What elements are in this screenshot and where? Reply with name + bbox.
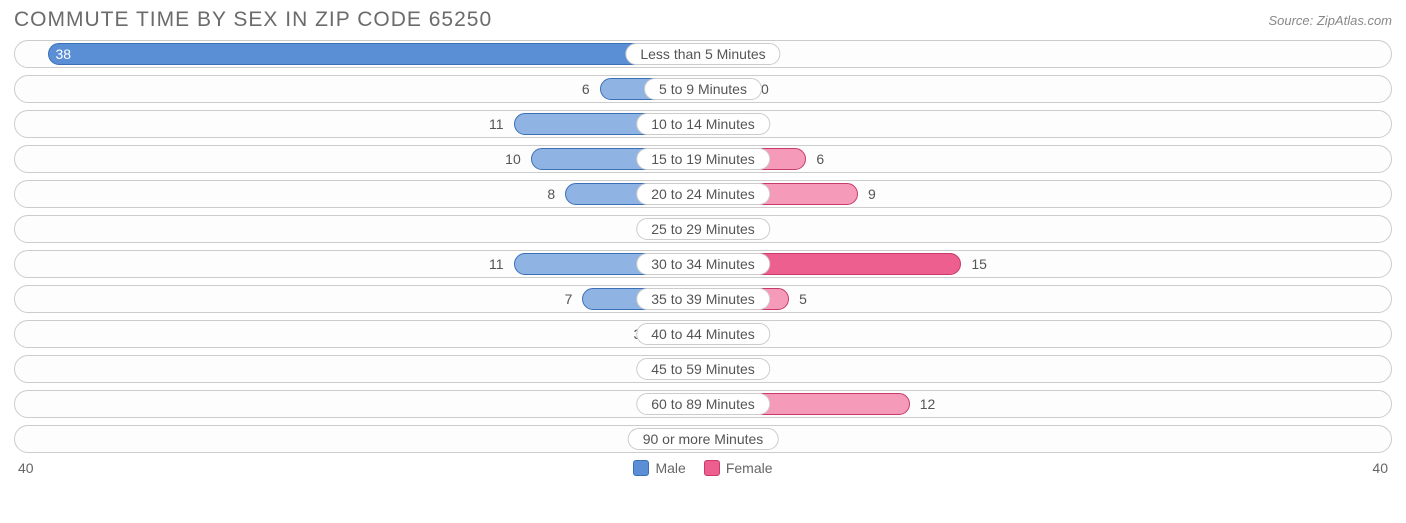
chart-source: Source: ZipAtlas.com	[1268, 13, 1392, 28]
value-female: 15	[965, 251, 987, 277]
category-label: 40 to 44 Minutes	[636, 323, 770, 345]
legend: Male Female	[633, 460, 772, 476]
chart-row: 0145 to 59 Minutes	[14, 355, 1392, 383]
category-label: 25 to 29 Minutes	[636, 218, 770, 240]
chart-row: 10 6 15 to 19 Minutes	[14, 145, 1392, 173]
value-male: 11	[489, 251, 510, 277]
legend-item-female: Female	[704, 460, 773, 476]
category-label: 15 to 19 Minutes	[636, 148, 770, 170]
category-label: Less than 5 Minutes	[625, 43, 780, 65]
axis-max-right: 40	[1372, 460, 1388, 476]
value-female: 12	[914, 391, 936, 417]
value-male: 38	[55, 41, 71, 67]
chart-title: COMMUTE TIME BY SEX IN ZIP CODE 65250	[14, 8, 492, 32]
category-label: 20 to 24 Minutes	[636, 183, 770, 205]
value-male: 10	[505, 146, 527, 172]
chart-row: 1025 to 29 Minutes	[14, 215, 1392, 243]
legend-swatch-male	[633, 460, 649, 476]
category-label: 60 to 89 Minutes	[636, 393, 770, 415]
category-label: 45 to 59 Minutes	[636, 358, 770, 380]
value-male: 6	[582, 76, 596, 102]
category-label: 30 to 34 Minutes	[636, 253, 770, 275]
value-male: 8	[547, 181, 561, 207]
value-male: 7	[565, 286, 579, 312]
legend-item-male: Male	[633, 460, 685, 476]
chart-row: 11 15 30 to 34 Minutes	[14, 250, 1392, 278]
legend-swatch-female	[704, 460, 720, 476]
value-male: 11	[489, 111, 510, 137]
category-label: 10 to 14 Minutes	[636, 113, 770, 135]
legend-label-male: Male	[655, 460, 685, 476]
chart-row: 0090 or more Minutes	[14, 425, 1392, 453]
chart-row: 7 5 35 to 39 Minutes	[14, 285, 1392, 313]
axis-max-left: 40	[18, 460, 34, 476]
chart-row: 380Less than 5 Minutes	[14, 40, 1392, 68]
chart-row: 605 to 9 Minutes	[14, 75, 1392, 103]
category-label: 35 to 39 Minutes	[636, 288, 770, 310]
category-label: 90 or more Minutes	[628, 428, 779, 450]
chart-row: 11210 to 14 Minutes	[14, 110, 1392, 138]
chart-footer: 40 Male Female 40	[0, 460, 1406, 476]
bar-male	[48, 43, 703, 65]
category-label: 5 to 9 Minutes	[644, 78, 762, 100]
value-female: 9	[862, 181, 876, 207]
chart-area: 380Less than 5 Minutes 605 to 9 Minutes 11…	[0, 36, 1406, 453]
legend-label-female: Female	[726, 460, 773, 476]
chart-row: 3040 to 44 Minutes	[14, 320, 1392, 348]
chart-row: 01260 to 89 Minutes	[14, 390, 1392, 418]
chart-header: COMMUTE TIME BY SEX IN ZIP CODE 65250 So…	[0, 0, 1406, 36]
chart-row: 8 9 20 to 24 Minutes	[14, 180, 1392, 208]
value-female: 5	[793, 286, 807, 312]
value-female: 6	[810, 146, 824, 172]
